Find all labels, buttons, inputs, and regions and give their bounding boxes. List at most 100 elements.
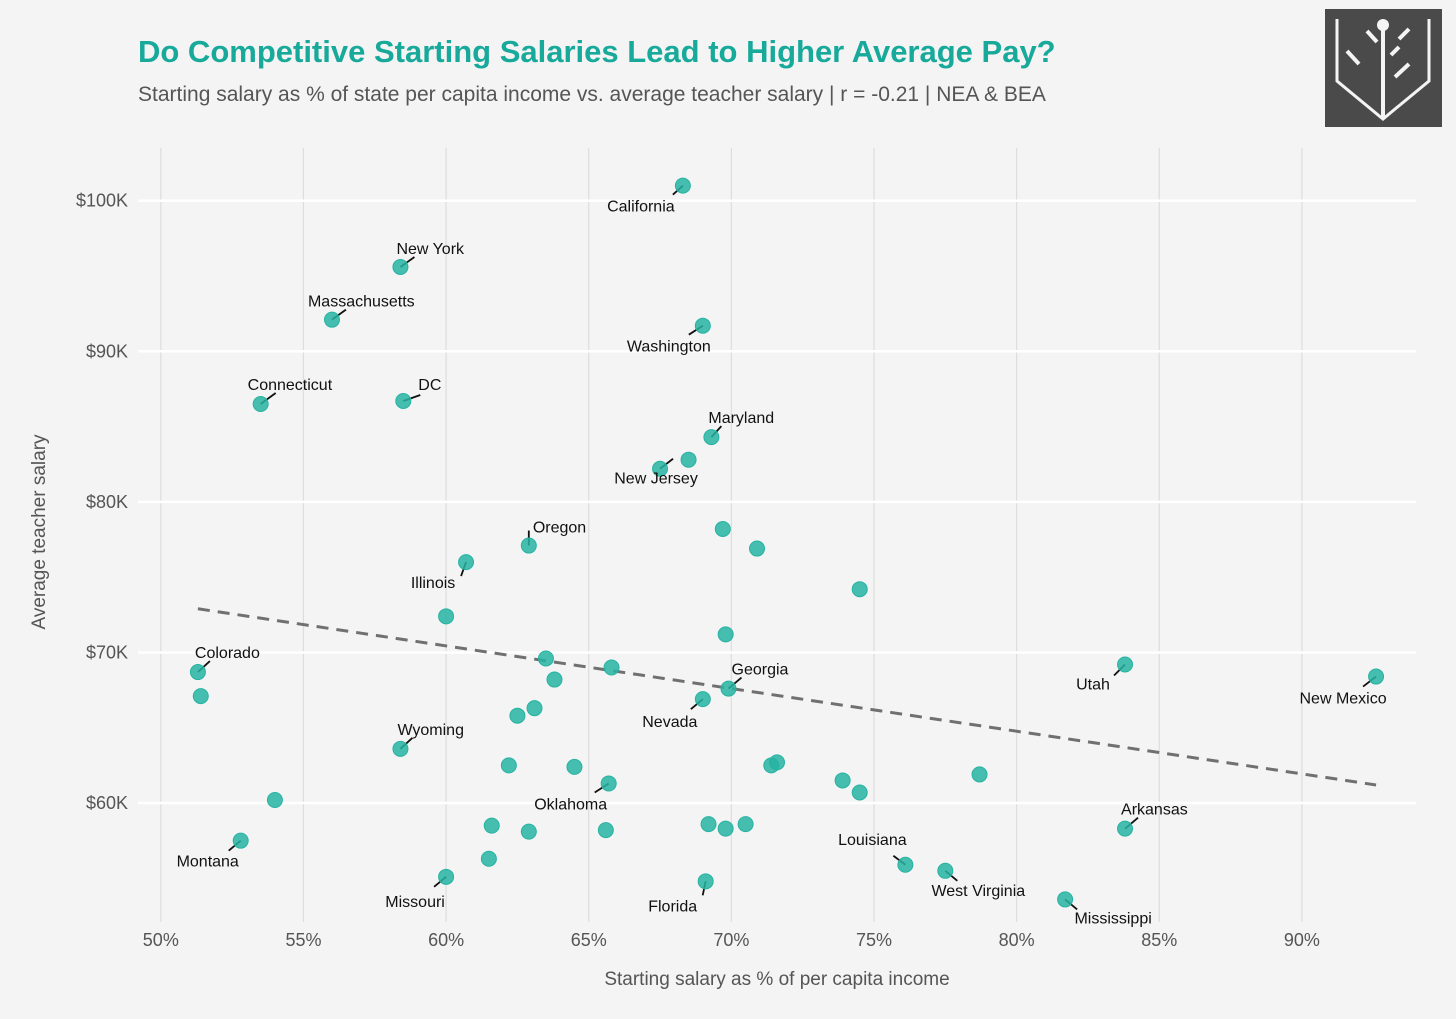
data-point	[526, 700, 543, 717]
point-label: Florida	[648, 898, 697, 915]
data-point	[483, 817, 500, 834]
x-axis-title: Starting salary as % of per capita incom…	[604, 969, 949, 990]
point-label: Mississippi	[1074, 910, 1151, 927]
data-point	[189, 664, 206, 681]
x-tick-label: 50%	[143, 930, 179, 950]
data-point	[652, 460, 669, 477]
point-label: Oregon	[533, 520, 586, 537]
data-point	[937, 862, 954, 879]
data-point	[737, 816, 754, 833]
data-point	[520, 537, 537, 554]
data-point	[720, 680, 737, 697]
point-label: Missouri	[385, 894, 445, 911]
point-label: DC	[418, 377, 441, 394]
data-point	[717, 626, 734, 643]
point-label: Colorado	[195, 645, 260, 662]
data-point	[438, 868, 455, 885]
data-point	[392, 740, 409, 757]
point-label: Oklahoma	[534, 796, 607, 813]
data-point	[509, 707, 526, 724]
point-label: Washington	[627, 339, 711, 356]
point-label: Connecticut	[248, 377, 333, 394]
data-point	[252, 395, 269, 412]
data-point	[597, 822, 614, 839]
x-tick-label: 55%	[285, 930, 321, 950]
trendline-group	[197, 607, 1377, 787]
data-points	[189, 177, 1385, 908]
point-label: California	[607, 199, 675, 216]
data-point	[192, 688, 209, 705]
data-point	[438, 608, 455, 625]
data-point	[480, 850, 497, 867]
y-tick-label: $70K	[86, 642, 128, 662]
chart-title: Do Competitive Starting Salaries Lead to…	[138, 34, 1056, 69]
data-point	[694, 691, 711, 708]
data-point	[674, 177, 691, 194]
point-label: Wyoming	[397, 722, 464, 739]
x-tick-label: 70%	[713, 930, 749, 950]
x-tick-label: 65%	[571, 930, 607, 950]
point-label: New Jersey	[614, 471, 698, 488]
data-point	[392, 258, 409, 275]
x-tick-label: 80%	[999, 930, 1035, 950]
data-point	[458, 554, 475, 571]
chart-subtitle: Starting salary as % of state per capita…	[138, 83, 1046, 106]
data-point	[769, 754, 785, 771]
data-point	[714, 520, 731, 537]
data-point	[717, 820, 734, 837]
data-point	[703, 429, 720, 446]
horizontal-gridlines	[138, 199, 1416, 805]
point-label: Montana	[177, 854, 239, 871]
y-tick-label: $60K	[86, 793, 128, 813]
data-point	[851, 581, 868, 598]
point-label: Nevada	[642, 714, 697, 731]
data-point	[520, 823, 537, 840]
data-point	[232, 832, 249, 849]
data-point	[694, 317, 711, 334]
point-label: Illinois	[411, 575, 455, 592]
data-point	[600, 775, 617, 792]
data-point	[1368, 668, 1385, 685]
data-point	[566, 758, 583, 775]
x-tick-label: 75%	[856, 930, 892, 950]
y-axis-ticks: $60K $70K $80K $90K $100K	[76, 191, 128, 813]
data-point	[395, 392, 412, 409]
vertical-gridlines	[160, 148, 1303, 922]
data-point	[500, 757, 517, 774]
point-label: West Virginia	[931, 883, 1025, 900]
x-tick-label: 90%	[1284, 930, 1320, 950]
data-point	[700, 816, 717, 833]
data-point	[680, 451, 697, 468]
point-label: New Mexico	[1299, 691, 1386, 708]
point-labels: California New York Massachusetts Washingto…	[177, 199, 1387, 928]
y-tick-label: $80K	[86, 492, 128, 512]
data-point	[834, 772, 851, 789]
y-tick-label: $90K	[86, 341, 128, 361]
data-point	[1057, 891, 1074, 908]
x-axis-ticks: 50% 55% 60% 65% 70% 75% 80% 85% 90%	[143, 930, 1320, 950]
data-point	[1117, 656, 1134, 673]
x-tick-label: 60%	[428, 930, 464, 950]
data-point	[971, 766, 988, 783]
point-label: Utah	[1076, 677, 1110, 694]
data-point	[697, 873, 714, 890]
data-point	[1117, 820, 1134, 837]
point-label: Maryland	[708, 410, 774, 427]
data-point	[323, 311, 340, 328]
point-label: Arkansas	[1121, 802, 1188, 819]
point-label: Georgia	[732, 662, 789, 679]
data-point	[266, 792, 283, 809]
y-axis-title: Average teacher salary	[29, 434, 50, 630]
point-label: New York	[396, 241, 465, 258]
data-point	[851, 784, 868, 801]
data-point	[897, 856, 914, 873]
data-point	[749, 540, 766, 557]
data-point	[546, 671, 563, 688]
point-label: Massachusetts	[308, 294, 415, 311]
trendline	[197, 607, 1377, 787]
data-point	[603, 659, 620, 676]
data-point	[537, 650, 554, 667]
point-label: Louisiana	[838, 832, 907, 849]
tree-book-logo-icon	[1325, 9, 1442, 127]
